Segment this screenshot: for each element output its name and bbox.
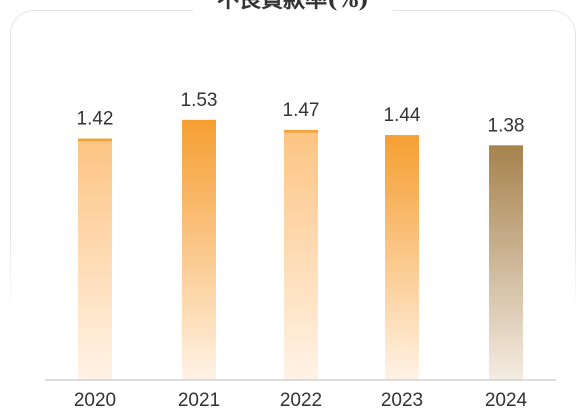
bar-2023 xyxy=(385,135,419,380)
bar-cap-2023 xyxy=(385,135,419,138)
value-label-2022: 1.47 xyxy=(283,100,320,121)
bar-2020 xyxy=(78,138,112,380)
category-labels-group: 2020 2021 2022 2023 2024 xyxy=(74,390,528,411)
value-label-2020: 1.42 xyxy=(77,109,114,130)
chart-title: 不良貸款率(%) xyxy=(217,0,369,13)
bar-cap-2022 xyxy=(284,130,318,133)
category-label-2023: 2023 xyxy=(381,390,423,411)
bar-2024 xyxy=(489,145,523,380)
value-label-2023: 1.44 xyxy=(384,105,421,126)
value-label-2021: 1.53 xyxy=(181,90,218,111)
bars-group xyxy=(78,119,523,381)
chart-title-container: 不良貸款率(%) xyxy=(193,0,393,14)
bar-2022 xyxy=(284,130,318,380)
category-label-2020: 2020 xyxy=(74,390,116,411)
category-label-2021: 2021 xyxy=(178,390,220,411)
bar-cap-2020 xyxy=(78,138,112,142)
category-label-2024: 2024 xyxy=(485,390,528,411)
category-label-2022: 2022 xyxy=(280,390,322,411)
bar-cap-2021 xyxy=(182,119,216,123)
value-labels-group: 1.42 1.53 1.47 1.44 1.38 xyxy=(77,90,525,136)
bar-2021 xyxy=(182,119,216,381)
value-label-2024: 1.38 xyxy=(488,115,525,136)
bar-cap-2024 xyxy=(489,145,523,148)
